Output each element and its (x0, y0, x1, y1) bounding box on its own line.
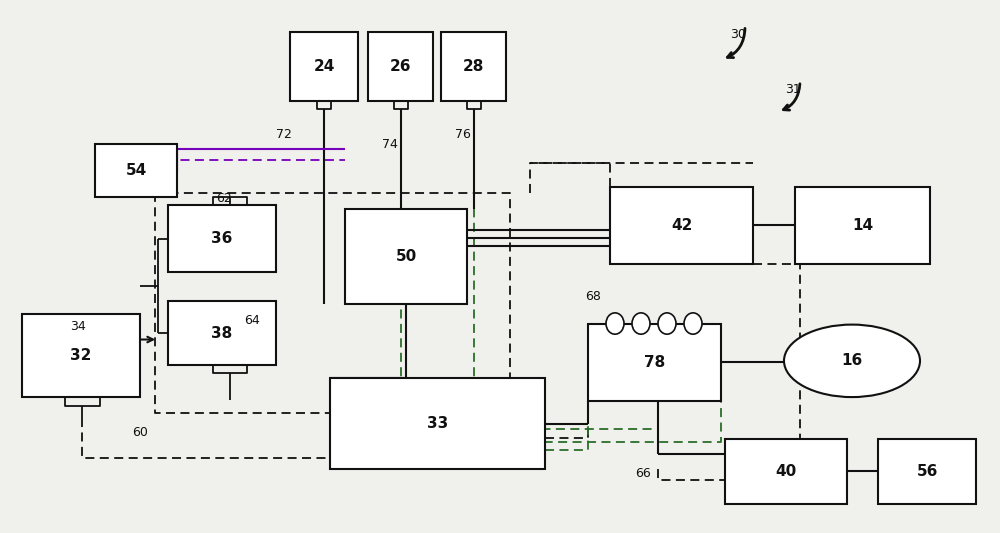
Text: 36: 36 (211, 231, 233, 246)
Bar (22, 314, 140, 397)
Ellipse shape (606, 313, 624, 334)
Bar (610, 187, 753, 264)
Bar (588, 324, 721, 401)
Bar (368, 32, 433, 101)
Text: 30: 30 (730, 28, 746, 41)
Text: 26: 26 (390, 59, 411, 74)
Text: 28: 28 (463, 59, 484, 74)
Ellipse shape (658, 313, 676, 334)
Ellipse shape (632, 313, 650, 334)
Circle shape (784, 325, 920, 397)
Bar (330, 378, 545, 469)
Text: 60: 60 (132, 426, 148, 439)
Text: 50: 50 (395, 249, 417, 264)
Text: 74: 74 (382, 139, 398, 151)
Text: 34: 34 (70, 320, 86, 333)
Text: 54: 54 (125, 163, 147, 178)
Bar (345, 209, 467, 304)
Bar (725, 439, 847, 504)
Bar (168, 205, 276, 272)
Bar (795, 187, 930, 264)
Bar (168, 301, 276, 365)
Text: 68: 68 (585, 290, 601, 303)
Text: 66: 66 (635, 467, 651, 480)
Text: 16: 16 (841, 353, 863, 368)
Text: 72: 72 (276, 128, 292, 141)
Bar (878, 439, 976, 504)
Text: 42: 42 (671, 217, 692, 233)
Text: 76: 76 (455, 128, 471, 141)
Ellipse shape (684, 313, 702, 334)
Text: 78: 78 (644, 354, 665, 370)
Text: 38: 38 (211, 326, 233, 341)
Text: 56: 56 (916, 464, 938, 479)
Text: 31: 31 (785, 83, 801, 96)
Text: 64: 64 (244, 314, 260, 327)
Bar (441, 32, 506, 101)
Text: 32: 32 (70, 348, 92, 364)
Text: 62: 62 (216, 192, 232, 205)
Bar (290, 32, 358, 101)
Text: 40: 40 (775, 464, 797, 479)
Text: 33: 33 (427, 416, 448, 431)
Bar (95, 144, 177, 197)
Text: 24: 24 (313, 59, 335, 74)
Text: 14: 14 (852, 217, 873, 233)
